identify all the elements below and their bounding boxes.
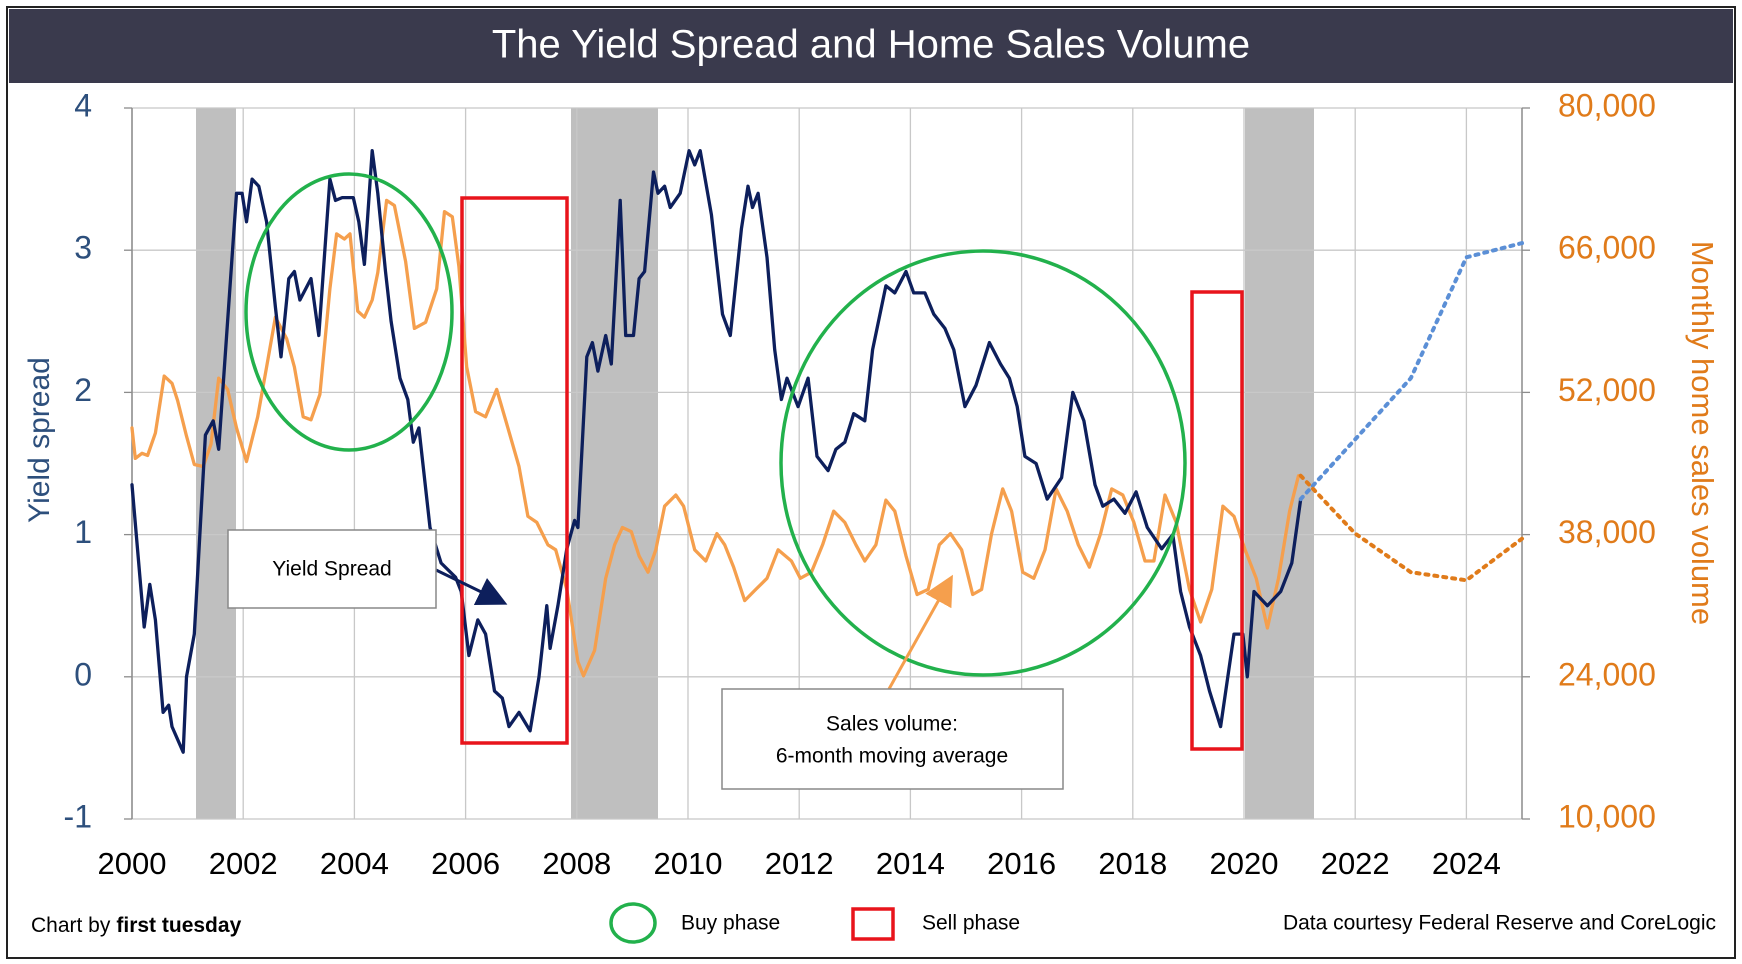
y-tick-label: 2 <box>74 372 92 408</box>
x-tick-label: 2018 <box>1098 846 1167 881</box>
y2-tick-label: 24,000 <box>1558 656 1656 692</box>
legend-label: Sell phase <box>922 912 1020 935</box>
credit-name: first tuesday <box>116 914 241 937</box>
y2-tick-label: 66,000 <box>1558 230 1656 266</box>
y2-tick-label: 10,000 <box>1558 798 1656 834</box>
recession-band <box>571 108 658 819</box>
title-band <box>9 9 1733 83</box>
series-line <box>130 198 1301 678</box>
recession-bands <box>196 108 1314 819</box>
series-line <box>1298 473 1524 583</box>
lines <box>130 149 1524 754</box>
recession-band <box>1245 108 1314 819</box>
annotation-box <box>227 529 437 609</box>
phase-shapes <box>244 172 1244 751</box>
grid <box>124 107 1530 820</box>
y-tick-label: 3 <box>74 230 92 266</box>
legend-sell-symbol <box>851 907 895 941</box>
y-tick-label: 1 <box>74 514 92 550</box>
sell-phase-rect <box>460 196 569 745</box>
x-tick-label: 2002 <box>209 846 278 881</box>
y-axis-title: Yield spread <box>23 357 56 523</box>
chart-title: The Yield Spread and Home Sales Volume <box>492 23 1250 67</box>
y2-axis-title: Monthly home sales volume <box>1685 241 1720 625</box>
series-line <box>1298 241 1524 502</box>
sell-phase-rect <box>1190 290 1244 751</box>
annotation-arrow <box>435 568 508 606</box>
y-tick-label: 4 <box>74 87 92 123</box>
x-tick-label: 2012 <box>765 846 834 881</box>
y-tick-label: -1 <box>64 798 92 834</box>
legend-label: Buy phase <box>681 912 780 935</box>
x-tick-label: 2016 <box>987 846 1056 881</box>
credit-prefix: Chart by <box>31 914 111 937</box>
x-tick-label: 2010 <box>654 846 723 881</box>
x-tick-label: 2014 <box>876 846 945 881</box>
x-tick-label: 2004 <box>320 846 389 881</box>
recession-band <box>196 108 236 819</box>
buy-phase-circle <box>244 172 454 452</box>
annotation: Sales volume: <box>826 713 958 736</box>
x-tick-label: 2020 <box>1210 846 1279 881</box>
x-tick-label: 2022 <box>1321 846 1390 881</box>
x-tick-label: 2024 <box>1432 846 1501 881</box>
y2-tick-label: 38,000 <box>1558 514 1656 550</box>
annotation: 6-month moving average <box>776 745 1008 768</box>
buy-phase-circle <box>779 249 1187 677</box>
series-line <box>130 149 1303 754</box>
y2-tick-label: 52,000 <box>1558 372 1656 408</box>
y2-tick-label: 80,000 <box>1558 87 1656 123</box>
annotation-arrow <box>887 574 953 690</box>
source: Data courtesy Federal Reserve and CoreLo… <box>1283 912 1716 935</box>
legend-buy-symbol <box>609 902 657 944</box>
x-tick-label: 2008 <box>542 846 611 881</box>
frame <box>6 6 1736 959</box>
annotation: Yield Spread <box>272 558 391 581</box>
x-tick-label: 2006 <box>431 846 500 881</box>
tick-labels: 2000 2002 2004 2006 2008 2010 2012 2014 2016 2018… <box>64 87 1656 881</box>
annotation-box <box>721 688 1064 790</box>
credit: Chart by first tuesday <box>31 914 242 937</box>
y-tick-label: 0 <box>74 656 92 692</box>
x-tick-label: 2000 <box>98 846 167 881</box>
